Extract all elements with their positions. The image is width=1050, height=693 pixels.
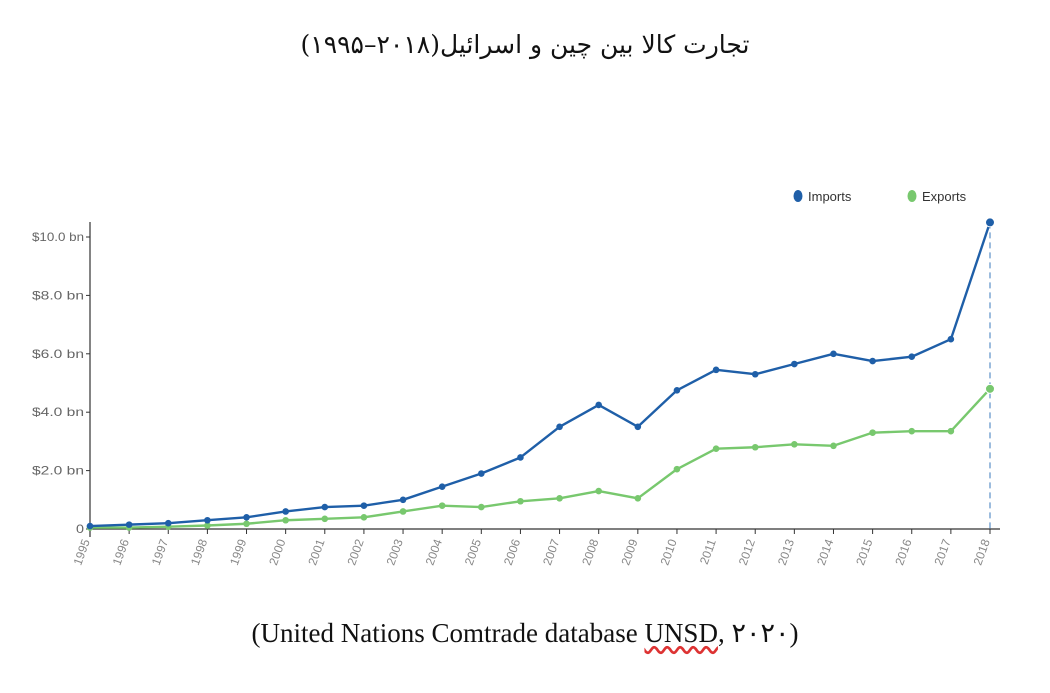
imports-data-point [164,519,172,527]
imports-data-point [791,360,798,368]
imports-data-point [673,387,681,394]
x-tick-label: 2018 [971,537,993,567]
chart-series [86,217,995,531]
imports-data-point [947,335,955,343]
imports-data-point [869,357,876,365]
x-tick-label: 2009 [618,537,640,567]
imports-data-point [751,370,759,378]
imports-data-point [595,401,602,409]
exports-data-point [438,502,446,509]
imports-data-point [243,514,250,521]
y-axis: 0 $2.0 bn $4.0 bn $6.0 bn $8.0 bn $10.0 bn [32,222,91,537]
x-tick-label: 1995 [71,537,93,567]
chart-title: تجارت کالا بین چین و اسرائیل(۲۰۱۸–۱۹۹۵) [300,30,750,59]
imports-data-point [360,502,368,509]
x-tick-label: 2013 [775,537,797,567]
exports-data-point [204,522,211,529]
x-tick-label: 1998 [188,537,210,567]
y-tick-label: $2.0 bn [32,464,84,478]
imports-data-point [712,366,720,374]
x-tick-label: 2002 [344,537,366,567]
y-tick-label: $8.0 bn [32,288,84,302]
imports-data-point [399,496,407,504]
exports-data-point [595,487,602,495]
x-tick-label: 2017 [931,537,953,567]
imports-data-point [125,521,133,528]
imports-data-point [204,516,211,524]
exports-data-point [712,445,720,453]
exports-data-point [282,516,289,524]
x-tick-label: 2008 [579,537,601,567]
exports-data-point [399,508,407,515]
x-tick-label: 1999 [227,537,249,567]
source-underlined-word: UNSD [644,618,718,648]
x-tick-label: 2011 [697,537,719,566]
imports-data-point [438,483,446,490]
legend-exports-marker [907,190,917,202]
source-suffix: , ۲۰۲۰) [717,618,799,648]
legend-imports-label: Imports [808,189,852,204]
exports-data-point [360,514,368,521]
exports-data-point [673,465,681,473]
exports-data-point [947,427,955,435]
x-tick-label: 2007 [540,537,562,567]
source-prefix: (United Nations Comtrade database [251,618,645,648]
exports-data-point [908,427,916,435]
imports-data-point [282,508,289,515]
exports-data-point [751,443,759,451]
source-caption: (United Nations Comtrade database UNSD, … [0,618,1050,649]
x-tick-label: 2016 [892,537,914,567]
x-axis: 1995 1996 1997 1998 1999 2000 2001 2002 2003 2004… [71,528,1000,567]
exports-data-point [985,383,995,394]
imports-data-point [517,454,524,461]
imports-data-point [478,470,485,477]
exports-data-point [517,497,524,505]
imports-data-point [321,503,329,511]
x-tick-label: 2003 [384,537,406,567]
exports-data-point [791,441,798,448]
exports-data-point [243,520,250,528]
imports-data-point [908,353,916,361]
exports-data-point [869,429,876,436]
imports-data-point [86,522,94,530]
x-tick-label: 1997 [149,537,171,567]
x-tick-label: 2012 [736,537,758,567]
exports-data-point [556,495,563,502]
x-tick-label: 2006 [501,537,523,567]
imports-data-point [634,423,642,431]
x-tick-label: 2004 [423,537,445,567]
x-tick-label: 2000 [266,537,288,567]
x-tick-label: 1996 [110,537,132,567]
exports-series-line [90,388,991,529]
y-tick-label: $6.0 bn [32,347,84,361]
x-tick-label: 2010 [657,537,679,567]
exports-data-point [321,515,329,523]
y-tick-label: $4.0 bn [32,405,84,419]
exports-data-point [830,442,837,450]
x-tick-label: 2001 [305,537,327,567]
imports-series-line [89,222,992,528]
x-tick-label: 2005 [462,537,484,567]
imports-data-point [830,350,837,358]
exports-data-point [634,495,642,502]
x-tick-label: 2015 [853,537,875,567]
line-chart: Imports Exports 0 $2.0 bn $4.0 bn $6.0 bn $8.… [32,189,1000,567]
legend-exports-label: Exports [922,189,967,204]
imports-data-point [985,217,995,228]
imports-data-point [556,423,563,431]
x-tick-label: 2014 [814,537,836,567]
chart-legend: Imports Exports [793,189,967,204]
exports-data-point [478,503,485,511]
legend-imports-marker [793,190,803,202]
y-tick-label: 0 [76,522,84,536]
y-tick-label: $10.0 bn [32,230,84,244]
